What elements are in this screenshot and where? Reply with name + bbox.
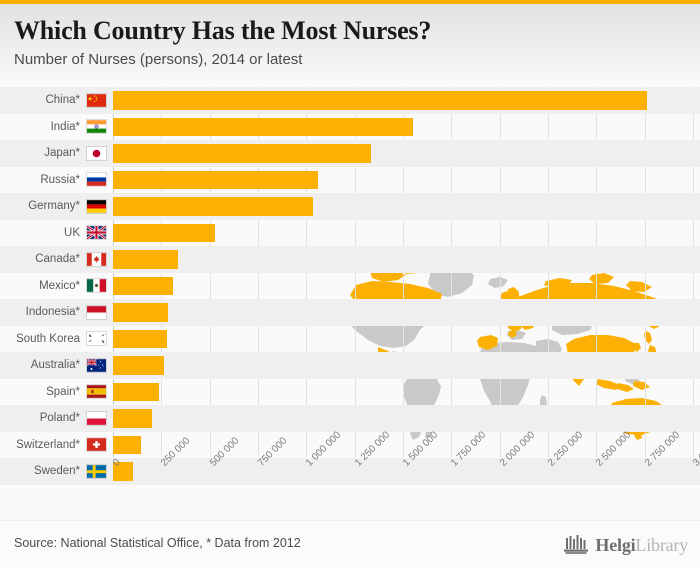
bar-row[interactable]: China* — [0, 87, 700, 114]
bar[interactable] — [113, 197, 314, 216]
bar[interactable] — [113, 303, 169, 322]
flag-india-icon — [86, 119, 107, 134]
bar[interactable] — [113, 91, 647, 110]
bar[interactable] — [113, 462, 134, 481]
bar[interactable] — [113, 382, 160, 401]
country-label: Indonesia* — [25, 306, 80, 318]
bar-row[interactable]: Germany* — [0, 193, 700, 220]
bar-row[interactable]: Japan* — [0, 140, 700, 167]
chart-footer: Source: National Statistical Office, * D… — [0, 520, 700, 568]
flag-indonesia-icon — [86, 304, 107, 320]
library-building-icon — [564, 535, 589, 554]
bar-row[interactable]: Sweden* — [0, 458, 700, 485]
flag-uk-icon — [86, 225, 107, 240]
country-label: China* — [45, 94, 80, 106]
country-label: Sweden* — [33, 465, 80, 477]
bar[interactable] — [113, 223, 216, 242]
bar-row[interactable]: Russia* — [0, 167, 700, 194]
bar-row[interactable]: India* — [0, 114, 700, 141]
page-title: Which Country Has the Most Nurses? — [14, 16, 432, 45]
flag-japan-icon — [86, 145, 107, 161]
bar-row[interactable]: Indonesia* — [0, 299, 700, 326]
bar[interactable] — [113, 276, 173, 295]
bar-row[interactable]: Spain* — [0, 379, 700, 406]
flag-canada-icon — [86, 251, 107, 267]
x-tick-label: 0 — [111, 457, 123, 469]
bar-row[interactable]: South Korea — [0, 326, 700, 353]
bar[interactable] — [113, 250, 178, 269]
flag-switzerland-icon — [86, 437, 107, 452]
country-label: UK — [64, 226, 80, 239]
bar-row[interactable]: UK — [0, 220, 700, 247]
chart-area: China* India* Japan* Russia* Germany* UK Canad… — [0, 86, 700, 520]
logo-library: Library — [635, 534, 688, 555]
country-label: Germany* — [28, 200, 80, 212]
country-label: South Korea — [16, 332, 80, 345]
country-label: Russia* — [40, 173, 80, 186]
flag-russia-icon — [86, 172, 107, 187]
flag-australia-icon — [86, 357, 107, 373]
bar[interactable] — [113, 409, 153, 428]
helgi-library-logo[interactable]: HelgiLibrary — [564, 533, 688, 557]
country-label: Australia* — [30, 359, 80, 371]
bar[interactable] — [113, 170, 318, 189]
bar-row[interactable]: Australia* — [0, 352, 700, 379]
country-label: Spain* — [46, 385, 80, 398]
flag-south-korea-icon — [86, 331, 107, 346]
bar[interactable] — [113, 356, 165, 375]
logo-helgi: Helgi — [595, 534, 636, 555]
bar-row[interactable]: Mexico* — [0, 273, 700, 300]
country-label: Canada* — [35, 253, 80, 265]
flag-germany-icon — [86, 198, 107, 214]
page-subtitle: Number of Nurses (persons), 2014 or late… — [14, 51, 303, 68]
source-note: Source: National Statistical Office, * D… — [14, 536, 301, 550]
bar-rows: China* India* Japan* Russia* Germany* UK Canad… — [0, 86, 700, 485]
plot-region: China* India* Japan* Russia* Germany* UK Canad… — [0, 86, 700, 485]
bar[interactable] — [113, 435, 142, 454]
bar[interactable] — [113, 329, 168, 348]
x-axis: 0 250 000 500 000 750 000 1 000 000 1 250 000… — [0, 430, 700, 520]
country-label: Mexico* — [39, 279, 80, 292]
flag-spain-icon — [86, 384, 107, 399]
chart-header: Which Country Has the Most Nurses? Numbe… — [0, 4, 700, 86]
country-label: Japan* — [44, 147, 80, 159]
country-label: Switzerland* — [16, 438, 80, 451]
country-label: India* — [50, 120, 80, 133]
bar[interactable] — [113, 144, 371, 163]
bar-row[interactable]: Canada* — [0, 246, 700, 273]
flag-china-icon — [86, 92, 107, 108]
top-accent-bar — [0, 0, 700, 4]
flag-poland-icon — [86, 410, 107, 426]
bar-row[interactable]: Poland* — [0, 405, 700, 432]
bar-row[interactable]: Switzerland* — [0, 432, 700, 459]
country-label: Poland* — [39, 412, 80, 424]
flag-mexico-icon — [86, 278, 107, 293]
logo-wordmark: HelgiLibrary — [595, 535, 688, 556]
flag-sweden-icon — [86, 463, 107, 479]
bar[interactable] — [113, 117, 414, 136]
